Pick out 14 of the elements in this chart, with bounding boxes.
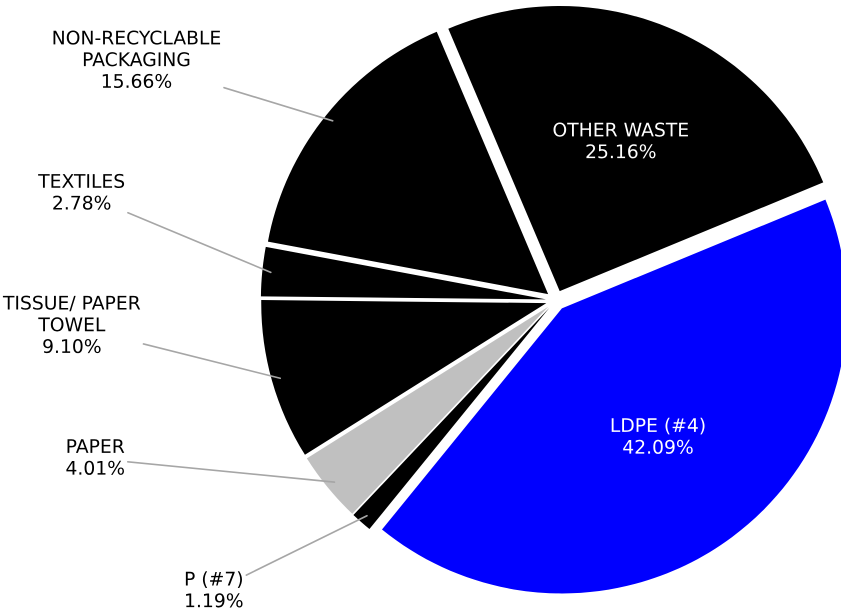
data-label: 15.66% (102, 74, 172, 88)
slice-label: TEXTILES (38, 174, 124, 188)
slice-label: NON-RECYCLABLE PACKAGING (54, 30, 220, 66)
slice-label: TISSUE/ PAPER TOWEL (2, 296, 140, 332)
slice-label: LDPE (#4) (612, 418, 705, 434)
data-label: 25.16% (586, 144, 656, 158)
data-label: 9.10% (43, 338, 101, 354)
slice-label: P (#7) (186, 571, 242, 588)
data-label: 1.19% (186, 593, 243, 608)
data-label: 4.01% (66, 460, 124, 475)
slice-label: PAPER (68, 439, 124, 453)
data-label: 42.09% (623, 440, 693, 454)
slice-label: OTHER WASTE (554, 122, 688, 137)
data-label: 2.78% (53, 196, 110, 210)
